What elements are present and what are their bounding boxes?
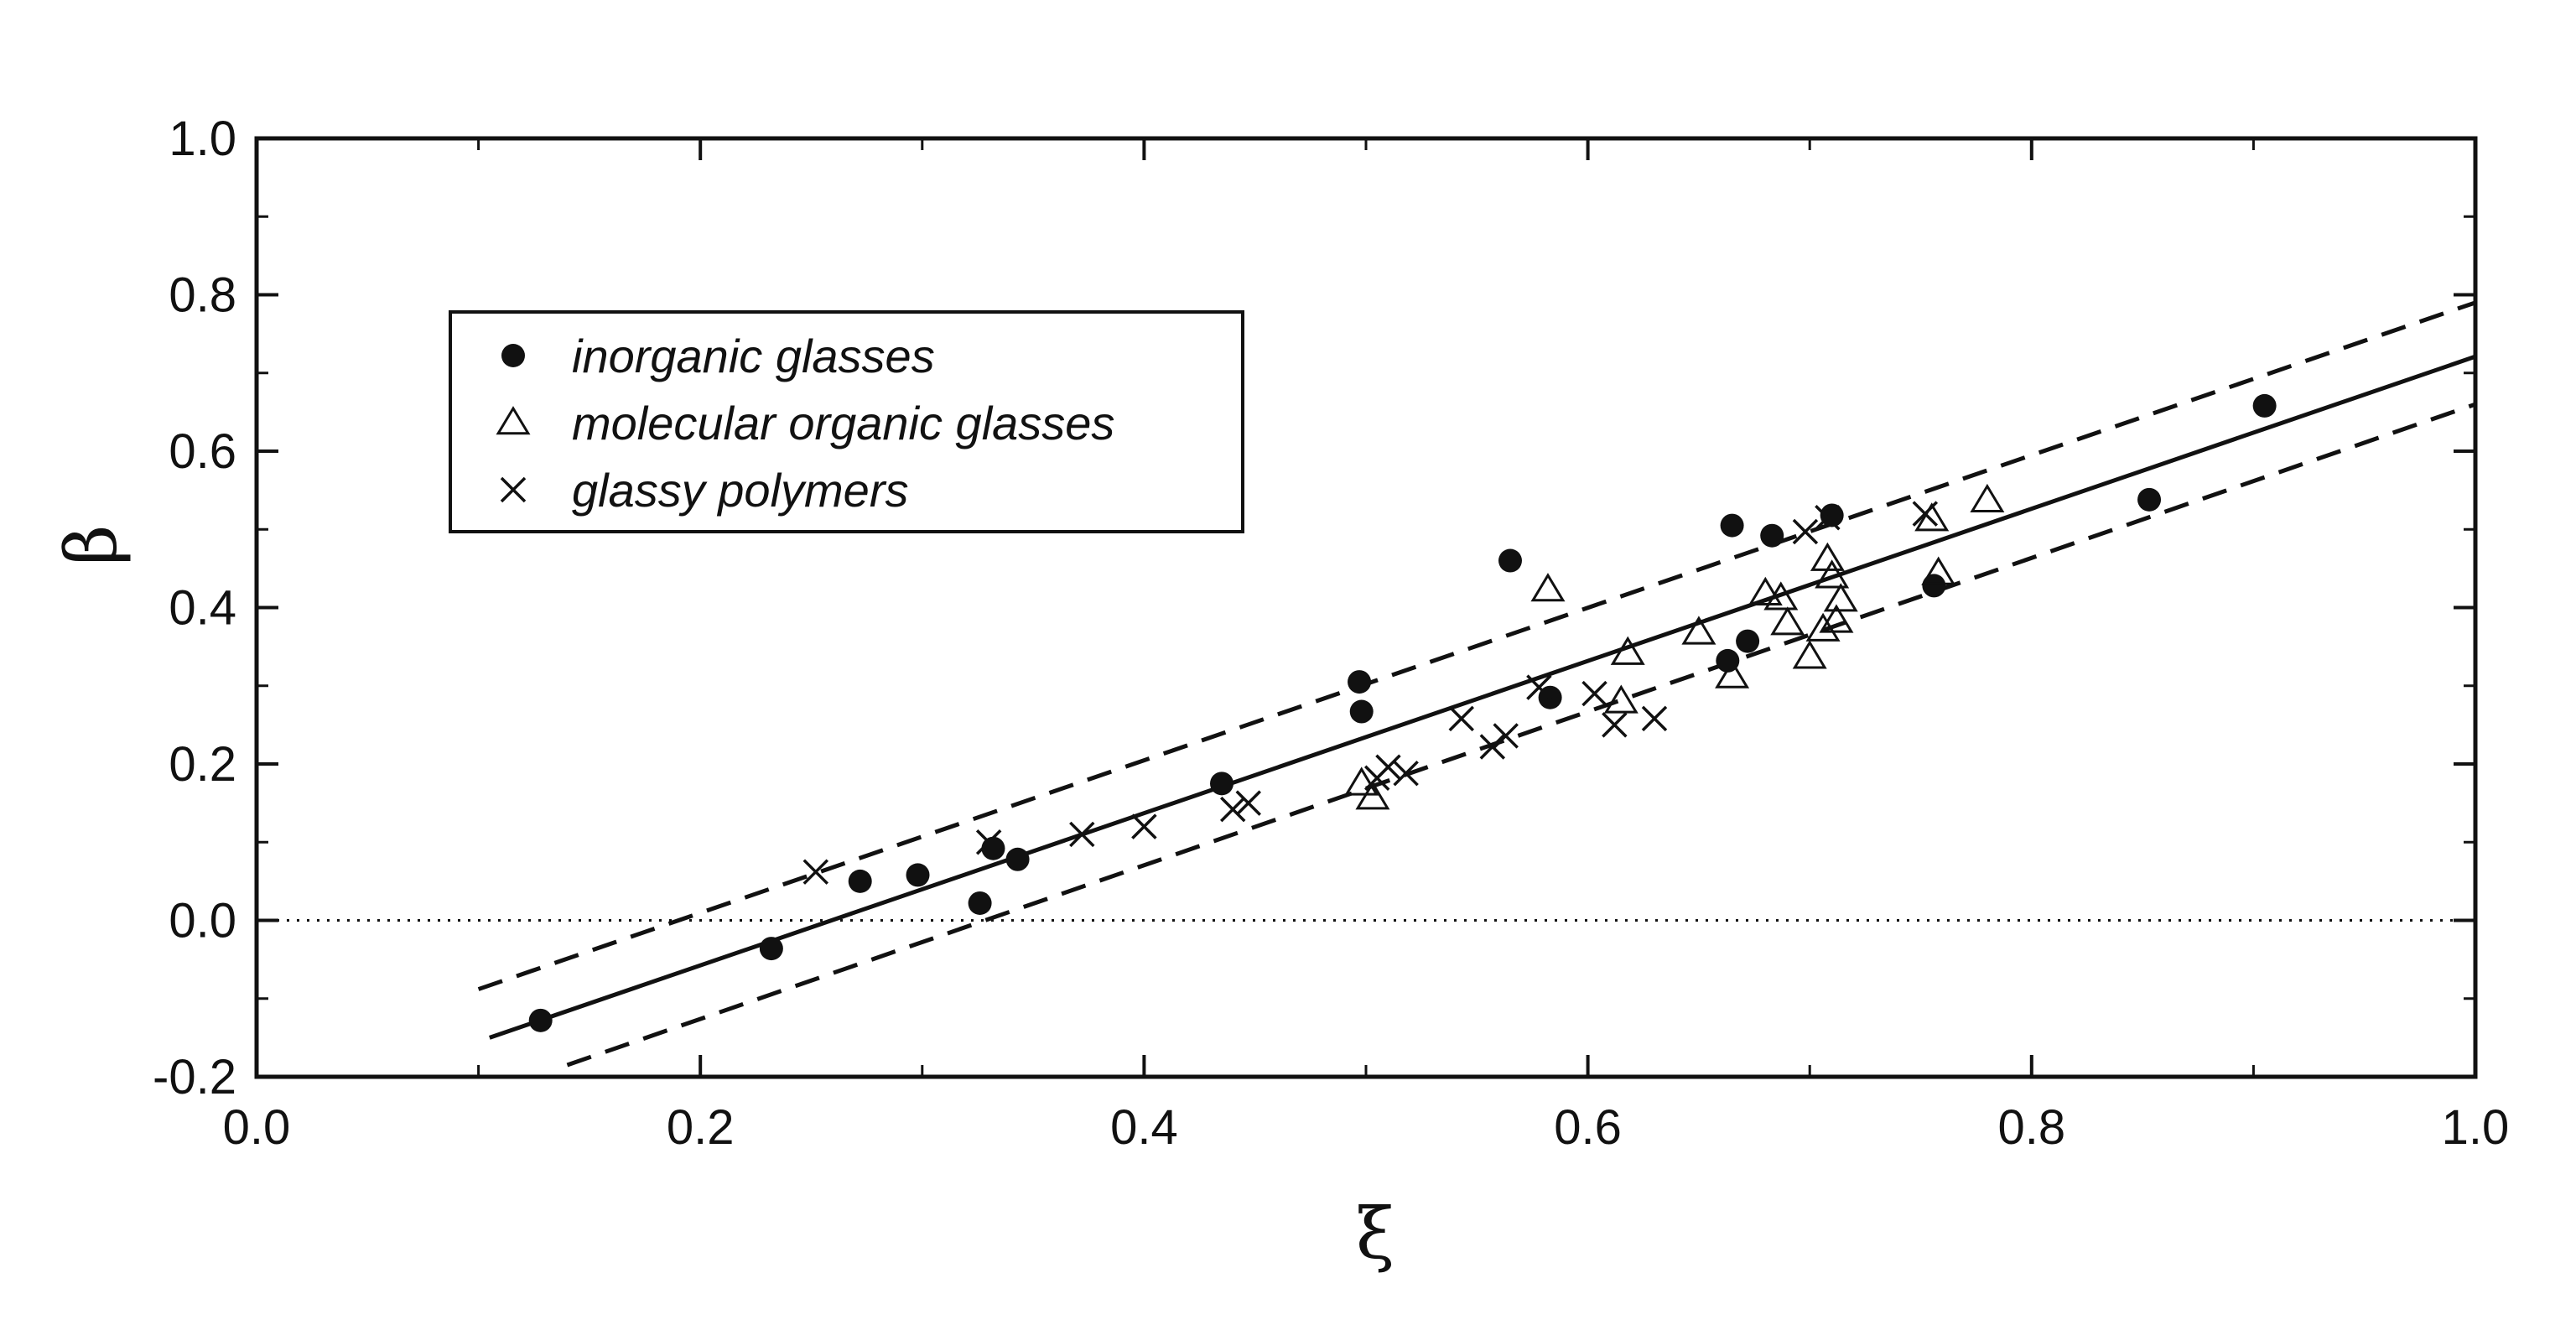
legend-box [449,310,1244,533]
data-point-series-2 [1220,796,1246,823]
data-point-series-0 [1922,574,1946,598]
fit-lines [257,300,2476,1068]
y-tick-label: -0.2 [153,1050,236,1104]
data-point-series-0 [968,891,992,915]
data-point-series-2 [1602,712,1628,738]
x-axis-title: ξ [1356,1192,1394,1275]
data-point-series-2 [1479,734,1506,760]
fit-line [489,354,2476,1040]
legend-markers [496,344,531,503]
data-point-series-2 [1912,501,1939,527]
data-point-series-0 [906,863,930,887]
y-tick-label: 1.0 [169,112,236,166]
x-tick-label: 0.0 [223,1100,291,1155]
data-point-series-0 [1210,772,1234,796]
data-point-series-1 [1355,781,1390,810]
data-point-series-2 [1493,723,1519,749]
data-point-series-2 [1581,680,1607,707]
data-point-series-0 [528,1008,553,1032]
data-points [528,393,2277,1032]
data-point-series-1 [1921,556,1956,585]
data-point-series-0 [1760,523,1784,548]
confidence-line-1 [477,300,2476,991]
data-point-series-2 [1792,518,1819,545]
data-point-series-0 [848,869,872,893]
y-axis-title: β [50,525,132,566]
data-point-series-2 [1526,674,1552,700]
axes [254,136,2478,1079]
data-point-series-2 [802,859,829,885]
data-point-series-1 [1914,502,1950,532]
data-point-series-0 [2137,487,2162,512]
y-tick-label: 0.4 [169,581,236,636]
data-point-series-1 [1715,659,1750,688]
data-point-series-2 [1131,813,1157,839]
x-tick-label: 0.4 [1110,1100,1178,1155]
data-point-series-1 [1819,604,1854,633]
x-tick-label: 1.0 [2442,1100,2510,1155]
tick-labels: 0.0 0.2 0.4 0.6 0.8 1.0-0.20.00.20.40.60.81.0 [153,112,2509,1155]
data-point-series-2 [1393,760,1419,787]
data-point-series-1 [1810,542,1845,571]
data-point-series-1 [1748,576,1783,605]
data-point-series-1 [1970,483,2005,512]
legend-label-polymers: glassy polymers [572,464,908,517]
data-point-series-1 [1610,636,1645,665]
legend-label-inorganic: inorganic glasses [572,330,935,382]
data-point-series-2 [1069,821,1095,848]
data-point-series-2 [975,829,1002,855]
data-point-series-1 [1792,640,1827,669]
y-tick-label: 0.8 [169,268,236,323]
data-point-series-1 [1344,766,1379,796]
data-point-series-0 [759,937,783,961]
legend-label-molecular: molecular organic glasses [572,397,1114,449]
data-point-series-0 [1720,513,1744,538]
legend-marker-series-0 [501,344,525,367]
plot-frame [254,136,2478,1079]
data-point-series-1 [1681,616,1716,645]
data-point-series-0 [1736,629,1760,653]
y-tick-label: 0.2 [169,737,236,792]
legend-marker-series-2 [500,476,527,503]
data-point-series-2 [1375,754,1401,780]
confidence-line-2 [566,402,2476,1068]
data-point-series-0 [1498,548,1522,573]
data-point-series-0 [2252,393,2277,418]
x-tick-label: 0.6 [1554,1100,1622,1155]
y-tick-label: 0.6 [169,424,236,479]
data-point-series-1 [1805,612,1841,642]
y-tick-label: 0.0 [169,894,236,948]
legend-marker-series-1 [496,406,531,435]
data-point-series-1 [1763,581,1799,611]
data-point-series-0 [1005,847,1030,871]
data-point-series-1 [1815,559,1850,589]
data-point-series-2 [1641,705,1668,732]
data-point-series-1 [1530,573,1566,602]
x-tick-label: 0.8 [1997,1100,2065,1155]
data-point-series-0 [1348,670,1372,694]
data-point-series-2 [1448,705,1475,732]
data-point-series-0 [1820,503,1844,527]
data-point-series-0 [1349,699,1374,724]
data-point-series-1 [1603,684,1639,714]
data-point-series-1 [1770,606,1805,636]
data-point-series-1 [1823,583,1858,612]
x-tick-label: 0.2 [667,1100,735,1155]
data-point-series-2 [1815,505,1841,531]
legend: inorganic glasses molecular organic glas… [449,310,1244,533]
data-point-series-2 [1235,790,1261,816]
